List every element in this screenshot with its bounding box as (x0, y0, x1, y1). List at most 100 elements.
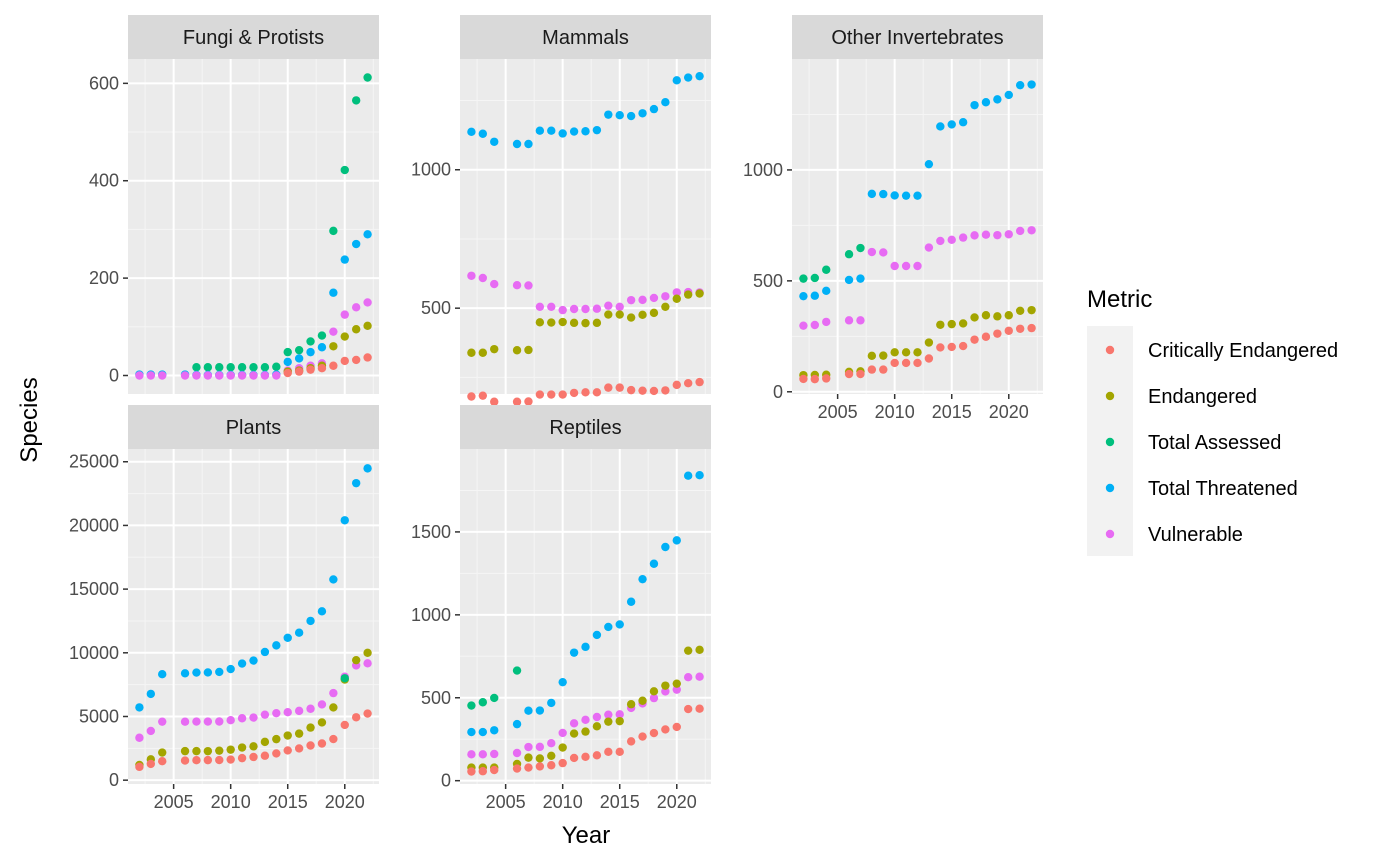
data-point (958, 341, 968, 351)
data-point (604, 622, 613, 632)
data-point (192, 363, 201, 372)
data-point (672, 288, 681, 297)
data-point (672, 679, 681, 688)
series-vulnerable (799, 226, 1036, 330)
y-tick-label: 0 (441, 771, 451, 791)
y-tick-label: 1000 (411, 160, 451, 180)
data-point (1015, 324, 1025, 333)
data-point (558, 758, 567, 768)
data-point (272, 641, 281, 650)
data-point (512, 764, 522, 773)
data-point (867, 365, 877, 374)
data-point (569, 304, 579, 314)
data-point (547, 751, 556, 761)
data-point (351, 355, 361, 365)
data-point (329, 327, 338, 336)
data-point (512, 748, 522, 758)
data-point (672, 536, 681, 545)
data-point (478, 273, 488, 283)
y-tick-label: 1000 (743, 160, 783, 180)
data-point (649, 693, 659, 703)
legend-key-point (1105, 437, 1115, 447)
data-point (306, 616, 315, 626)
data-point (695, 71, 704, 81)
data-point (340, 720, 349, 730)
panel-fungi-protists: Fungi & Protists 0 200 400 600 (89, 15, 379, 394)
data-point (799, 291, 808, 301)
data-point (180, 746, 190, 756)
data-point (317, 331, 327, 340)
series-critically-endangered (135, 709, 372, 772)
y-tick-label: 500 (421, 688, 451, 708)
data-point (970, 100, 979, 110)
data-point (192, 746, 201, 756)
data-point (524, 753, 533, 762)
data-point (1015, 226, 1025, 236)
data-point (283, 731, 292, 740)
data-point (363, 648, 372, 657)
data-point (890, 191, 899, 200)
panel-mammals: Mammals 500 1000 (411, 15, 711, 406)
data-point (947, 342, 956, 352)
series-critically-endangered (467, 704, 704, 776)
data-point (215, 717, 224, 726)
data-point (490, 765, 499, 775)
data-point (970, 335, 979, 344)
data-point (283, 746, 292, 755)
legend-item-total-threatened: Total Threatened (1105, 478, 1298, 500)
legend-title: Metric (1087, 286, 1152, 313)
data-point (467, 392, 476, 401)
data-point (524, 139, 533, 149)
data-point (649, 293, 659, 303)
data-point (672, 685, 681, 694)
data-point (981, 311, 991, 320)
data-point (260, 363, 270, 372)
data-point (844, 316, 854, 325)
data-point (226, 755, 235, 764)
data-point (581, 388, 590, 397)
data-point (822, 317, 831, 327)
data-point (272, 371, 281, 380)
data-point (547, 318, 556, 327)
legend-items: Critically Endangered Endangered Total Ass… (1105, 340, 1338, 546)
data-point (856, 243, 865, 253)
data-point (879, 351, 888, 360)
legend-label: Critically Endangered (1148, 340, 1338, 362)
data-point (661, 681, 670, 690)
data-point (558, 743, 567, 752)
y-tick-label: 400 (89, 171, 119, 191)
data-point (1015, 306, 1025, 316)
data-point (317, 718, 327, 727)
x-tick-label: 2015 (268, 792, 308, 812)
facet-strip-plants (128, 405, 379, 449)
data-point (615, 747, 624, 757)
data-point (351, 713, 361, 722)
facet-label-plants: Plants (226, 417, 282, 439)
data-point (215, 371, 224, 380)
data-point (558, 305, 567, 315)
y-tick-label: 0 (773, 382, 783, 402)
data-point (638, 732, 647, 741)
data-point (363, 464, 372, 473)
data-point (158, 717, 167, 726)
data-point (558, 390, 567, 399)
facet-label-other-invertebrates: Other Invertebrates (831, 27, 1003, 49)
data-point (810, 273, 820, 283)
data-point (283, 347, 292, 357)
data-point (535, 302, 545, 311)
data-point (672, 722, 681, 732)
data-point (822, 265, 831, 274)
data-point (958, 118, 968, 127)
data-point (890, 348, 899, 357)
data-point (581, 127, 590, 136)
legend-item-critically-endangered: Critically Endangered (1105, 340, 1338, 362)
data-point (272, 362, 281, 371)
data-point (569, 753, 579, 763)
data-point (901, 261, 911, 271)
data-point (592, 630, 602, 640)
data-point (592, 722, 602, 731)
data-point (249, 713, 258, 722)
data-point (306, 365, 315, 374)
data-point (535, 762, 545, 771)
data-point (524, 345, 533, 355)
